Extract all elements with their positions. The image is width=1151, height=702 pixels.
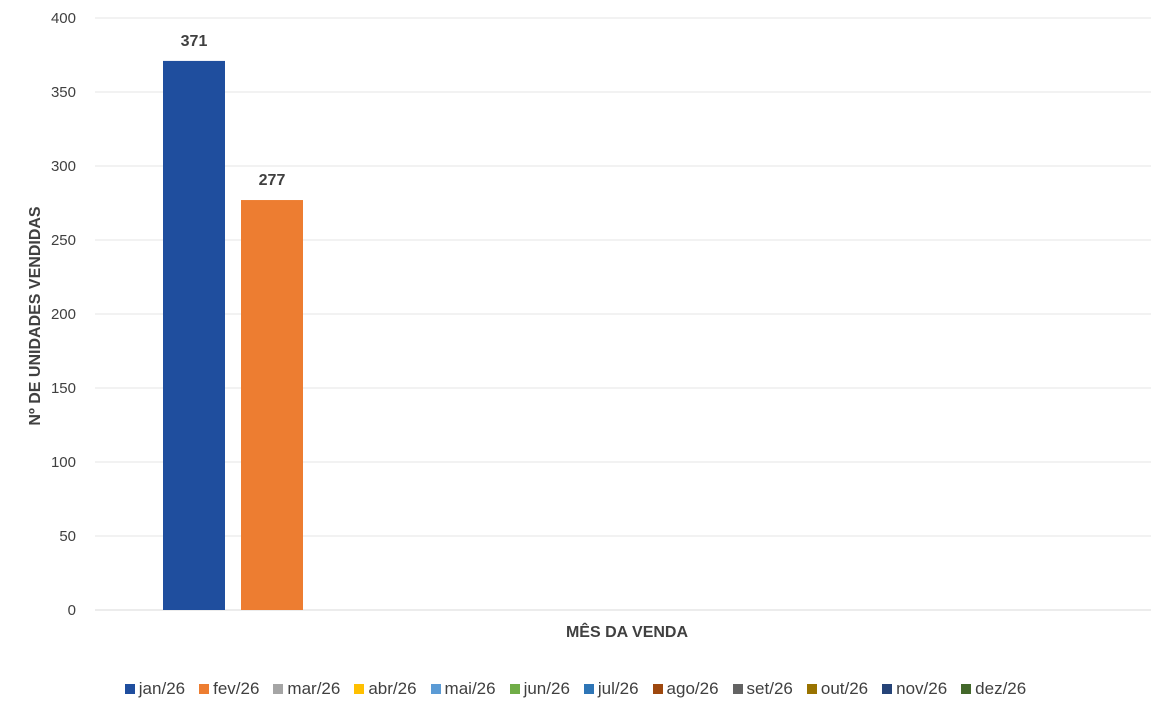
legend-swatch	[583, 684, 594, 694]
legend-label: dez/26	[975, 679, 1027, 698]
legend-item-jul-26: jul/26	[583, 679, 639, 699]
legend-swatch	[430, 684, 441, 694]
y-tick-label: 350	[51, 84, 76, 101]
legend-item-jan-26: jan/26	[124, 679, 186, 699]
bars	[163, 60, 303, 611]
y-tick-label: 400	[51, 10, 76, 27]
legend-item-abr-26: abr/26	[354, 679, 417, 699]
legend-swatch	[124, 684, 135, 694]
y-tick-label: 100	[51, 454, 76, 471]
legend-label: set/26	[746, 679, 793, 698]
bar-fev-26	[241, 200, 303, 611]
legend-label: jun/26	[523, 679, 570, 698]
legend-swatch	[199, 684, 210, 694]
legend-label: mar/26	[287, 679, 341, 698]
legend-item-dez-26: dez/26	[961, 679, 1026, 699]
y-tick-label: 0	[68, 602, 76, 619]
legend-item-out-26: out/26	[806, 679, 869, 699]
y-tick-labels: 0 50 100 150 200 250 300 350 400	[51, 10, 76, 619]
legend-swatch	[961, 684, 972, 694]
legend-swatch	[882, 684, 893, 694]
y-tick-label: 250	[51, 232, 76, 249]
legend-item-ago-26: ago/26	[652, 679, 719, 699]
bar-jan-26	[163, 60, 225, 611]
data-label-jan-26: 371	[181, 33, 208, 50]
legend-label: ago/26	[666, 679, 719, 698]
legend-swatch	[273, 684, 284, 694]
legend-label: nov/26	[896, 679, 948, 698]
legend-label: abr/26	[368, 679, 417, 698]
legend: jan/26 fev/26 mar/26 abr/26 mai/26 jun/26 jul/…	[0, 679, 1151, 699]
y-tick-label: 50	[59, 528, 76, 545]
legend-item-fev-26: fev/26	[199, 679, 259, 699]
legend-swatch	[806, 684, 817, 694]
data-labels: 371 277	[181, 33, 286, 189]
legend-swatch	[652, 684, 663, 694]
y-tick-label: 150	[51, 380, 76, 397]
legend-item-set-26: set/26	[732, 679, 793, 699]
legend-label: jan/26	[138, 679, 186, 698]
legend-swatch	[509, 684, 520, 694]
y-tick-label: 300	[51, 158, 76, 175]
y-axis-label: Nº DE UNIDADES VENDIDAS	[27, 206, 44, 426]
legend-swatch	[354, 684, 365, 694]
legend-item-jun-26: jun/26	[509, 679, 570, 699]
legend-item-mar-26: mar/26	[273, 679, 340, 699]
legend-label: jul/26	[597, 679, 639, 698]
y-tick-label: 200	[51, 306, 76, 323]
legend-label: mai/26	[444, 679, 496, 698]
legend-label: out/26	[820, 679, 869, 698]
x-axis-label: MÊS DA VENDA	[566, 622, 689, 641]
data-label-fev-26: 277	[259, 172, 286, 189]
legend-swatch	[732, 684, 743, 694]
legend-item-mai-26: mai/26	[430, 679, 496, 699]
legend-label: fev/26	[213, 679, 260, 698]
legend-item-nov-26: nov/26	[882, 679, 947, 699]
